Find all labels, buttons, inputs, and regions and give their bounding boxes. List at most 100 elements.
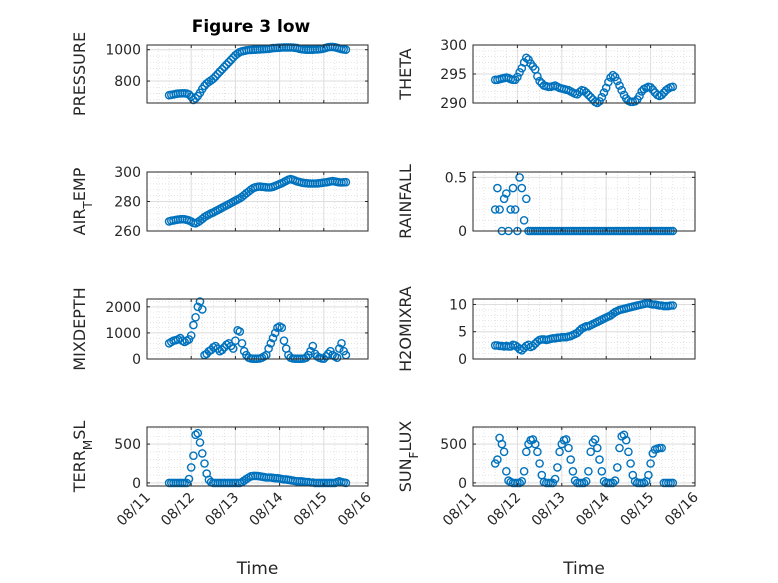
data-point [595, 455, 604, 464]
data-point [497, 439, 507, 449]
data-point [493, 183, 502, 193]
data-point [499, 194, 509, 204]
data-point [597, 92, 607, 102]
y-axis-label: TERRMSL [70, 421, 95, 494]
data-point [197, 305, 207, 314]
data-point [191, 430, 200, 440]
y-tick-label: 10 [449, 297, 467, 313]
data-point [501, 466, 511, 476]
data-point [668, 82, 678, 92]
data-point [186, 463, 196, 472]
y-axis-label: SUNFLUX [396, 421, 421, 493]
data-point [610, 476, 620, 485]
data-point [619, 430, 629, 440]
data-point [222, 60, 231, 69]
data-point [495, 205, 504, 214]
axes-box [472, 171, 696, 232]
data-point [573, 328, 582, 338]
data-point [524, 55, 533, 64]
data-point [226, 341, 236, 351]
data-point [195, 438, 205, 447]
data-point [513, 72, 522, 82]
y-tick-label: 1000 [105, 43, 141, 59]
data-point [566, 455, 576, 464]
y-tick-label: 2000 [105, 300, 141, 316]
data-point [553, 463, 562, 472]
data-point [279, 336, 289, 346]
data-point [228, 344, 238, 353]
data-point [519, 215, 529, 225]
data-point [657, 443, 667, 453]
data-point [584, 466, 593, 476]
y-tick-label: 0 [132, 476, 141, 492]
data-point [613, 76, 622, 86]
data-point [517, 345, 527, 355]
data-point [528, 435, 538, 444]
data-point [211, 341, 220, 351]
y-tick-label: 0 [458, 476, 467, 492]
y-axis-label: PRESSURE [70, 32, 89, 116]
data-point [217, 345, 227, 355]
data-point [610, 72, 620, 82]
y-tick-label: 300 [114, 165, 141, 181]
y-tick-label: 0 [132, 352, 141, 368]
data-point [268, 333, 278, 343]
data-point [332, 353, 342, 363]
data-point [550, 474, 560, 484]
data-point [535, 459, 544, 468]
y-tick-label: 290 [440, 96, 467, 112]
data-point [191, 312, 200, 322]
subplot-air-temp: 260 280 300 AIRTEMP [70, 165, 369, 240]
data-point [630, 97, 640, 106]
data-point [593, 443, 602, 453]
data-point [277, 323, 287, 333]
data-point [224, 57, 234, 67]
x-axis-label: Time [236, 559, 279, 579]
data-point [584, 90, 593, 100]
axes-box [472, 298, 696, 360]
y-tick-label: 300 [440, 38, 467, 54]
data-point [644, 470, 653, 480]
data-point [270, 328, 280, 338]
data-point [308, 341, 318, 351]
data-point [626, 459, 635, 468]
data-point [334, 344, 344, 353]
data-point [235, 327, 245, 336]
data-point [193, 428, 203, 438]
data-point [604, 77, 613, 87]
axes-background [147, 427, 368, 486]
y-tick-label: 5 [458, 325, 467, 341]
data-point [508, 183, 518, 193]
data-point [581, 88, 591, 97]
y-axis-label: THETA [396, 48, 415, 100]
axes-box [146, 426, 369, 487]
data-point [184, 474, 194, 484]
data-point [490, 205, 500, 214]
data-point [237, 338, 247, 348]
data-point [197, 449, 207, 458]
axes-box [146, 44, 369, 104]
data-point [522, 194, 531, 204]
data-point [635, 91, 644, 101]
subplot-mixdepth: 0 1000 2000 MIXDEPTH [70, 287, 369, 371]
y-axis-label: H2OMIXRA [396, 286, 415, 372]
y-tick-label: 0 [458, 352, 467, 368]
data-point [528, 341, 538, 351]
data-point [510, 205, 520, 214]
subplot-h2omixra: 0 5 10 H2OMIXRA [396, 286, 696, 372]
data-point [306, 346, 315, 356]
data-point [266, 338, 276, 348]
data-point [564, 443, 573, 453]
y-axis-label: AIRTEMP [70, 167, 95, 235]
data-point [200, 459, 209, 468]
data-point [522, 53, 531, 63]
data-point [519, 466, 529, 476]
data-point [211, 72, 220, 81]
data-point [533, 72, 542, 81]
y-tick-label: 0.5 [445, 170, 467, 186]
data-point [517, 476, 527, 486]
data-point [215, 67, 225, 76]
data-point [264, 344, 273, 353]
data-point [208, 74, 218, 83]
